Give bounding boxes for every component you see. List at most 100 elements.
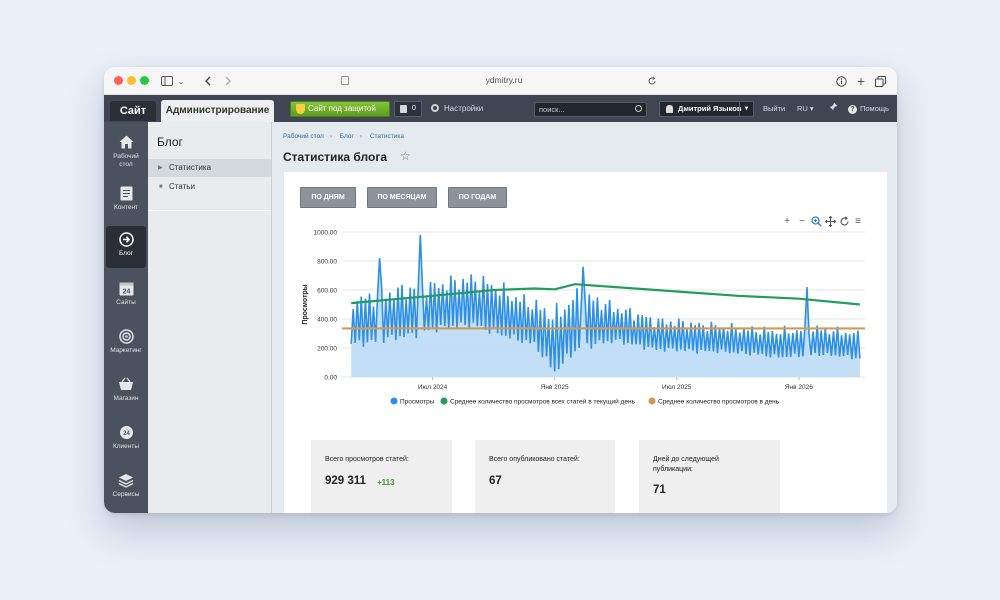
close-window-button[interactable] — [114, 76, 123, 85]
admin-topbar: Сайт Администрирование Сайт под защитой … — [104, 95, 897, 122]
next-publication-value: 71 — [653, 484, 666, 496]
total-views-label: Всего просмотров статей: — [325, 456, 409, 463]
reload-icon[interactable] — [646, 73, 658, 89]
breadcrumb-item[interactable]: Рабочий стол — [283, 133, 324, 140]
legend-marker — [390, 397, 398, 405]
by-years-button[interactable]: ПО ГОДАМ — [448, 187, 507, 208]
document-icon — [118, 185, 134, 201]
sidebar-toggle-icon[interactable] — [160, 73, 174, 89]
x-tick-label: Янв 2026 — [785, 384, 813, 391]
maximize-window-button[interactable] — [140, 76, 149, 85]
x-tick-label: Янв 2025 — [541, 384, 569, 391]
nav-services[interactable]: Сервисы — [106, 472, 146, 506]
breadcrumb: Рабочий стол › Блог › Статистика — [283, 133, 410, 140]
nav-sites-label: Сайты — [116, 299, 136, 306]
published-articles-label: Всего опубликовано статей: — [489, 456, 580, 463]
nav-sites[interactable]: 24 Сайты — [106, 280, 146, 314]
nav-content-label: Контент — [113, 204, 139, 211]
forward-arrow-icon[interactable] — [222, 73, 234, 89]
legend-label: Просмотры — [400, 399, 435, 406]
page-title: Статистика блога — [283, 150, 387, 164]
nav-clients[interactable]: 24 Клиенты — [106, 424, 146, 458]
next-publication-card: Дней до следующей публикации: 71 — [639, 440, 780, 513]
minimize-window-button[interactable] — [127, 76, 136, 85]
y-tick-label: 200.00 — [317, 346, 337, 353]
help-link[interactable]: ? Помощь — [848, 102, 889, 116]
basket-icon — [118, 376, 134, 392]
tabs-overview-icon[interactable] — [874, 73, 886, 89]
reset-zoom-icon[interactable] — [838, 216, 850, 228]
published-articles-card: Всего опубликовано статей: 67 — [475, 440, 615, 513]
legend-marker — [648, 397, 656, 405]
chevron-down-icon[interactable]: ⌄ — [177, 76, 185, 86]
address-bar[interactable]: ydmitry.ru — [485, 75, 523, 85]
zoom-out-icon[interactable]: − — [799, 216, 805, 227]
legend-marker — [440, 397, 448, 405]
y-tick-label: 800.00 — [317, 259, 337, 266]
browser-toolbar: ⌄ ydmitry.ru + — [104, 67, 897, 95]
nav-content[interactable]: Контент — [106, 185, 146, 219]
nav-blog[interactable]: Блог — [106, 226, 146, 268]
logout-link[interactable]: Выйти — [763, 104, 786, 113]
help-label: Помощь — [860, 104, 889, 113]
statistics-card: ПО ДНЯМ ПО МЕСЯЦАМ ПО ГОДАМ 0.00 200.00 40… — [284, 172, 887, 513]
star-icon[interactable]: ☆ — [400, 149, 411, 163]
nav-services-label: Сервисы — [112, 491, 140, 498]
user-menu-caret-icon[interactable]: ▼ — [739, 102, 753, 116]
nav-shop-label: Магазин — [113, 395, 139, 402]
search-icon[interactable] — [635, 105, 642, 112]
y-tick-label: 1000.00 — [314, 230, 338, 237]
notification-icon — [400, 105, 407, 113]
y-axis-label: Просмотры — [302, 284, 309, 324]
settings-label: Настройки — [444, 104, 484, 113]
by-days-button[interactable]: ПО ДНЯМ — [300, 187, 356, 208]
pan-icon[interactable] — [824, 215, 836, 228]
search-input[interactable]: поиск... — [534, 102, 647, 117]
views-line — [350, 234, 861, 372]
notifications-button[interactable]: 0 — [394, 101, 422, 117]
nav-marketing-label: Маркетинг — [110, 347, 142, 354]
legend-label: Среднее количество просмотров всех стате… — [450, 398, 636, 406]
submenu-title: Блог — [157, 135, 183, 149]
home-icon — [118, 134, 134, 150]
back-arrow-icon[interactable] — [202, 73, 214, 89]
pin-icon[interactable] — [829, 102, 838, 116]
language-label: RU — [797, 104, 808, 113]
settings-link[interactable]: Настройки — [431, 102, 483, 116]
menu-icon[interactable]: ≡ — [855, 216, 861, 227]
layers-icon — [118, 472, 134, 488]
language-selector[interactable]: RU ▾ — [797, 104, 814, 113]
site-protected-button[interactable]: Сайт под защитой — [290, 101, 390, 117]
submenu-item-label: Статьи — [169, 182, 195, 191]
nav-marketing[interactable]: Маркетинг — [106, 328, 146, 362]
breadcrumb-item[interactable]: Статистика — [369, 133, 404, 140]
browser-window: ⌄ ydmitry.ru + Сайт Администрирование Са… — [104, 67, 897, 513]
notifications-count: 0 — [412, 105, 416, 112]
new-tab-icon[interactable]: + — [856, 73, 866, 89]
submenu-item-articles[interactable]: ■ Статьи — [148, 178, 271, 196]
svg-text:24: 24 — [122, 288, 130, 295]
submenu-item-statistics[interactable]: ▶ Статистика — [148, 159, 271, 177]
nav-shop[interactable]: Магазин — [106, 376, 146, 410]
legend-label: Среднее количество просмотров в день — [658, 399, 780, 406]
next-publication-label-line1: Дней до следующей — [653, 456, 719, 463]
selection-zoom-icon[interactable] — [810, 216, 822, 228]
arrow-circle-icon — [118, 231, 134, 247]
site-tab[interactable]: Сайт — [110, 101, 156, 121]
x-tick-label: Июл 2025 — [662, 384, 692, 391]
nav-desktop[interactable]: Рабочий стол — [106, 134, 146, 174]
clients-icon: 24 — [118, 424, 134, 440]
info-icon[interactable] — [835, 73, 847, 89]
admin-tab[interactable]: Администрирование — [161, 100, 274, 122]
zoom-in-icon[interactable]: + — [784, 216, 790, 227]
views-chart[interactable]: 0.00 200.00 400.00 600.00 800.00 1000.00 Просм… — [284, 172, 887, 412]
breadcrumb-separator: › — [359, 133, 363, 140]
main-icon-sidebar: Рабочий стол Контент Блог 24 Сайты Марк — [104, 122, 148, 513]
user-menu-button[interactable]: Дмитрий Языков ▼ — [659, 101, 754, 117]
breadcrumb-item[interactable]: Блог — [339, 133, 354, 140]
main-content: Рабочий стол › Блог › Статистика Статистик… — [272, 122, 897, 513]
total-views-card: Всего просмотров статей: 929 311 +113 — [311, 440, 452, 513]
by-months-button[interactable]: ПО МЕСЯЦАМ — [367, 187, 437, 208]
user-name: Дмитрий Языков — [678, 104, 742, 113]
nav-blog-label: Блог — [118, 250, 134, 257]
